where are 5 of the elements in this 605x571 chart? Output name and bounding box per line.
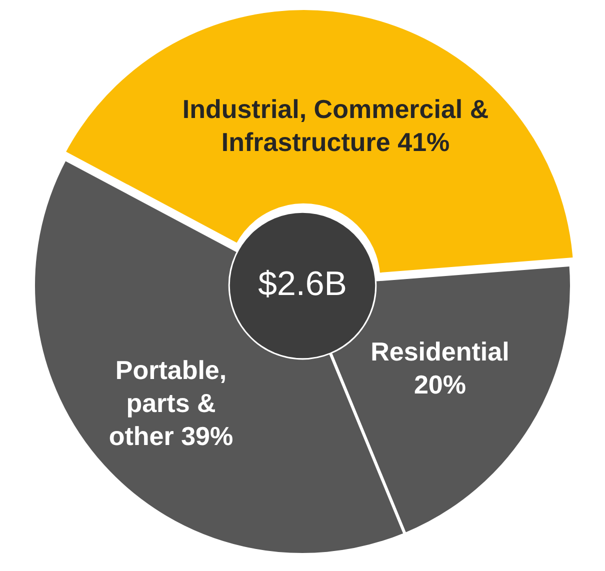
slice-label: Residential [370, 336, 510, 367]
data-label: 20% [414, 370, 466, 400]
text: $2.6B [258, 264, 347, 303]
slice-label: Industrial, Commercial & Infrastructure 41% [182, 94, 489, 158]
slice-label: Portable, parts & other 39% [108, 354, 234, 451]
